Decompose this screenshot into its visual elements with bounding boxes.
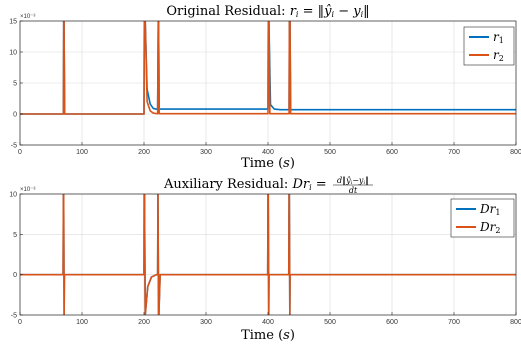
original-residual-plot: Original Residual: ri = ‖ŷi − yi‖ 0 100 20… — [9, 4, 521, 171]
series-lines — [20, 21, 516, 115]
x-tick-label: 600 — [386, 149, 398, 156]
y-tick-label: -5 — [11, 143, 17, 150]
x-tick-label: 500 — [324, 319, 336, 326]
fraction-denominator: dt — [349, 186, 358, 195]
legend-box — [450, 198, 515, 238]
x-tick-label: 200 — [138, 149, 150, 156]
title-part: ‖ — [363, 4, 370, 19]
legend-main: r — [493, 48, 500, 62]
legend-label-dr1: Dr1 — [479, 202, 500, 217]
title-part: − — [334, 4, 353, 19]
x-tick-label: 0 — [18, 149, 22, 156]
x-tick-label: 200 — [138, 319, 150, 326]
title-part: i — [309, 183, 312, 192]
xlabel-part: ) — [290, 156, 295, 171]
legend: r1 r2 — [463, 26, 515, 66]
title-part: = ‖ — [298, 4, 324, 19]
y-tick-label: 5 — [13, 81, 17, 88]
frac-part: i — [363, 180, 365, 186]
x-tick-label: 500 — [324, 149, 336, 156]
y-tick-label: 10 — [9, 192, 17, 199]
title-fraction: d‖ŷi−yi‖ dt — [333, 176, 373, 195]
frac-part: d‖ — [337, 176, 346, 185]
legend-label-r2: r2 — [493, 48, 504, 63]
y-tick-label: 15 — [9, 19, 17, 26]
frac-part: ‖ — [365, 176, 369, 185]
auxiliary-residual-title: Auxiliary Residual: Dri = — [163, 177, 327, 192]
title-part: Dr — [291, 177, 309, 192]
legend: Dr1 Dr2 — [450, 198, 515, 238]
x-tick-label: 700 — [448, 149, 460, 156]
fraction-numerator: d‖ŷi−yi‖ — [337, 176, 369, 186]
legend-sub: 2 — [499, 54, 504, 63]
x-axis-label: Time (s) — [241, 328, 295, 343]
x-tick-label: 700 — [448, 319, 460, 326]
xlabel-part: Time ( — [241, 328, 283, 343]
x-tick-label: 300 — [200, 319, 212, 326]
frac-part: i — [351, 180, 353, 186]
x-tick-label: 600 — [386, 319, 398, 326]
y-tick-label: 10 — [9, 50, 17, 57]
legend-main: Dr — [479, 220, 497, 234]
title-part: ŷ — [323, 4, 332, 19]
frac-part: y — [358, 176, 364, 185]
title-part: i — [296, 10, 299, 19]
series-line-2 — [20, 21, 516, 115]
legend-main: Dr — [479, 202, 497, 216]
title-part: y — [352, 4, 361, 19]
y-exponent-label: ×10⁻³ — [20, 14, 35, 20]
x-tick-label: 800 — [510, 149, 521, 156]
legend-label-r1: r1 — [493, 30, 504, 45]
x-tick-label: 0 — [18, 319, 22, 326]
xlabel-part: Time ( — [241, 156, 283, 171]
x-tick-label: 300 — [200, 149, 212, 156]
title-part: r — [290, 4, 297, 19]
xlabel-part: s — [283, 156, 290, 171]
title-part: i — [361, 10, 364, 19]
title-part: Original Residual: — [166, 4, 289, 19]
title-part: Auxiliary Residual: — [163, 177, 292, 192]
frac-part: − — [352, 176, 359, 185]
x-tick-label: 800 — [510, 319, 521, 326]
frac-part: ŷ — [345, 176, 351, 185]
x-tick-label: 100 — [76, 149, 88, 156]
series-lines — [20, 194, 516, 315]
original-residual-title: Original Residual: ri = ‖ŷi − yi‖ — [166, 4, 369, 19]
x-axis-label: Time (s) — [241, 156, 295, 171]
legend-sub: 2 — [495, 226, 500, 235]
x-tick-label: 100 — [76, 319, 88, 326]
title-part: i — [332, 10, 335, 19]
series-line-2 — [20, 194, 516, 315]
y-tick-label: -5 — [11, 313, 17, 320]
legend-sub: 1 — [499, 36, 504, 45]
x-tick-label: 400 — [262, 319, 274, 326]
x-tick-label: 400 — [262, 149, 274, 156]
title-part: = — [312, 177, 327, 192]
legend-sub: 1 — [495, 208, 500, 217]
legend-box — [463, 26, 515, 66]
y-exponent-label: ×10⁻³ — [20, 187, 35, 193]
legend-main: r — [493, 30, 500, 44]
legend-label-dr2: Dr2 — [479, 220, 500, 235]
y-tick-label: 0 — [13, 272, 17, 279]
y-tick-label: 0 — [13, 112, 17, 119]
xlabel-part: s — [283, 328, 290, 343]
xlabel-part: ) — [290, 328, 295, 343]
y-tick-label: 5 — [13, 232, 17, 239]
